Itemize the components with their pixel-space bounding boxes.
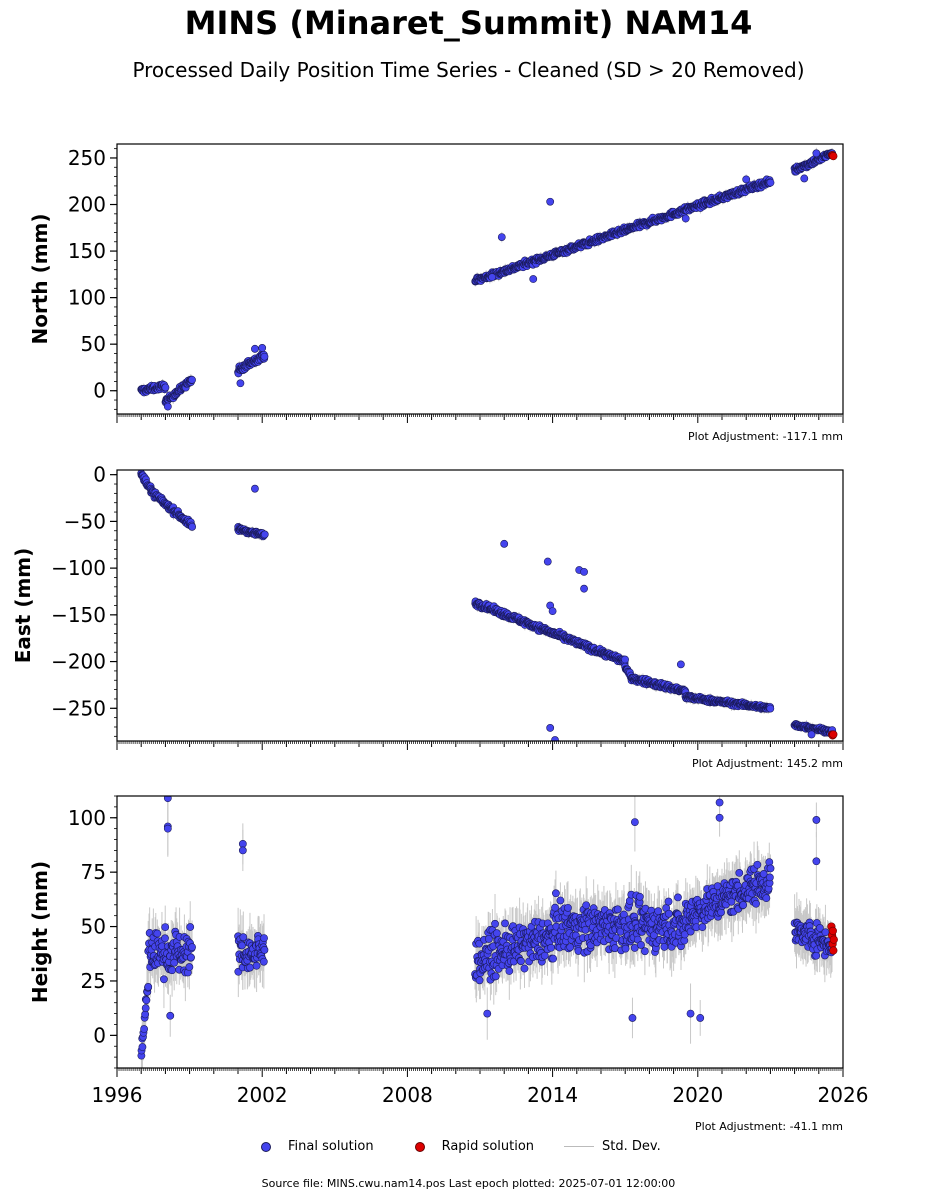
y-tick-label: −100 [51,556,106,580]
final-points [137,149,837,411]
y-tick-label: −250 [51,696,106,720]
rapid-points [828,151,838,161]
y-tick-label: 200 [68,193,106,217]
plot-adjustment-note: Plot Adjustment: 145.2 mm [692,757,843,770]
final-point [766,704,775,713]
plot-area [137,796,838,1068]
y-tick-label: 250 [68,146,106,170]
final-point [161,383,170,392]
final-point [800,174,809,183]
final-point [676,660,685,669]
chart-title: MINS (Minaret_Summit) NAM14 [184,4,753,42]
final-point [497,233,506,242]
final-point [236,379,245,388]
y-tick-label: 0 [93,379,106,403]
plot-adjustment-note: Plot Adjustment: -117.1 mm [688,430,843,443]
y-tick-label: −50 [64,509,106,533]
y-tick-label: −200 [51,650,106,674]
y-tick-label: −150 [51,603,106,627]
final-point [188,375,196,384]
final-point [580,584,588,593]
std-dev-bars [140,796,833,1068]
y-tick-label: 0 [93,463,106,487]
final-point [251,484,259,493]
final-points [137,470,837,741]
final-point [766,178,775,187]
plot-area [137,470,838,741]
final-point [500,539,509,548]
final-point [163,402,172,411]
y-axis-label: East (mm) [11,548,35,664]
y-tick-label: 150 [68,239,106,263]
rapid-point [829,730,838,739]
final-point [546,197,555,206]
plot-area [137,147,838,411]
rapid-point [829,152,838,161]
final-point [681,214,690,223]
final-point [529,275,538,283]
panel-1: 0 50 100 150 200 250 North (mm) Plot Adjustment… [28,143,844,443]
final-point [742,175,751,184]
final-point [546,724,555,732]
chart-subtitle: Processed Daily Position Time Series - C… [132,58,805,82]
final-point [258,343,267,352]
y-tick-label: 100 [68,286,106,310]
final-point [621,655,629,664]
final-point [488,273,496,282]
final-point [580,567,588,576]
y-axis-label: North (mm) [28,213,52,344]
final-point [188,522,197,531]
final-point [260,352,269,361]
final-point [260,530,269,539]
panel-2: 0 −50 −100 −150 −200 −250 East (mm) Plot Adjust… [11,463,844,770]
final-point [251,344,259,353]
rapid-points [828,730,838,740]
final-point [543,557,552,566]
final-point [812,149,821,158]
y-tick-label: 50 [81,332,106,356]
final-point [807,730,816,739]
final-point [548,607,557,616]
